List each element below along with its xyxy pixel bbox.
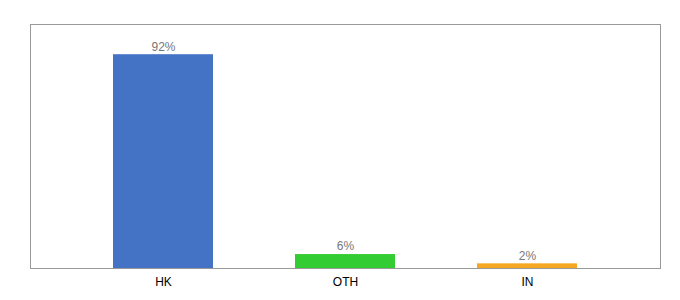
svg-text:92%: 92%	[151, 40, 175, 54]
svg-text:IN: IN	[522, 275, 534, 289]
svg-text:2%: 2%	[519, 249, 537, 263]
svg-text:OTH: OTH	[333, 275, 358, 289]
svg-text:HK: HK	[155, 275, 172, 289]
svg-text:6%: 6%	[337, 239, 355, 253]
